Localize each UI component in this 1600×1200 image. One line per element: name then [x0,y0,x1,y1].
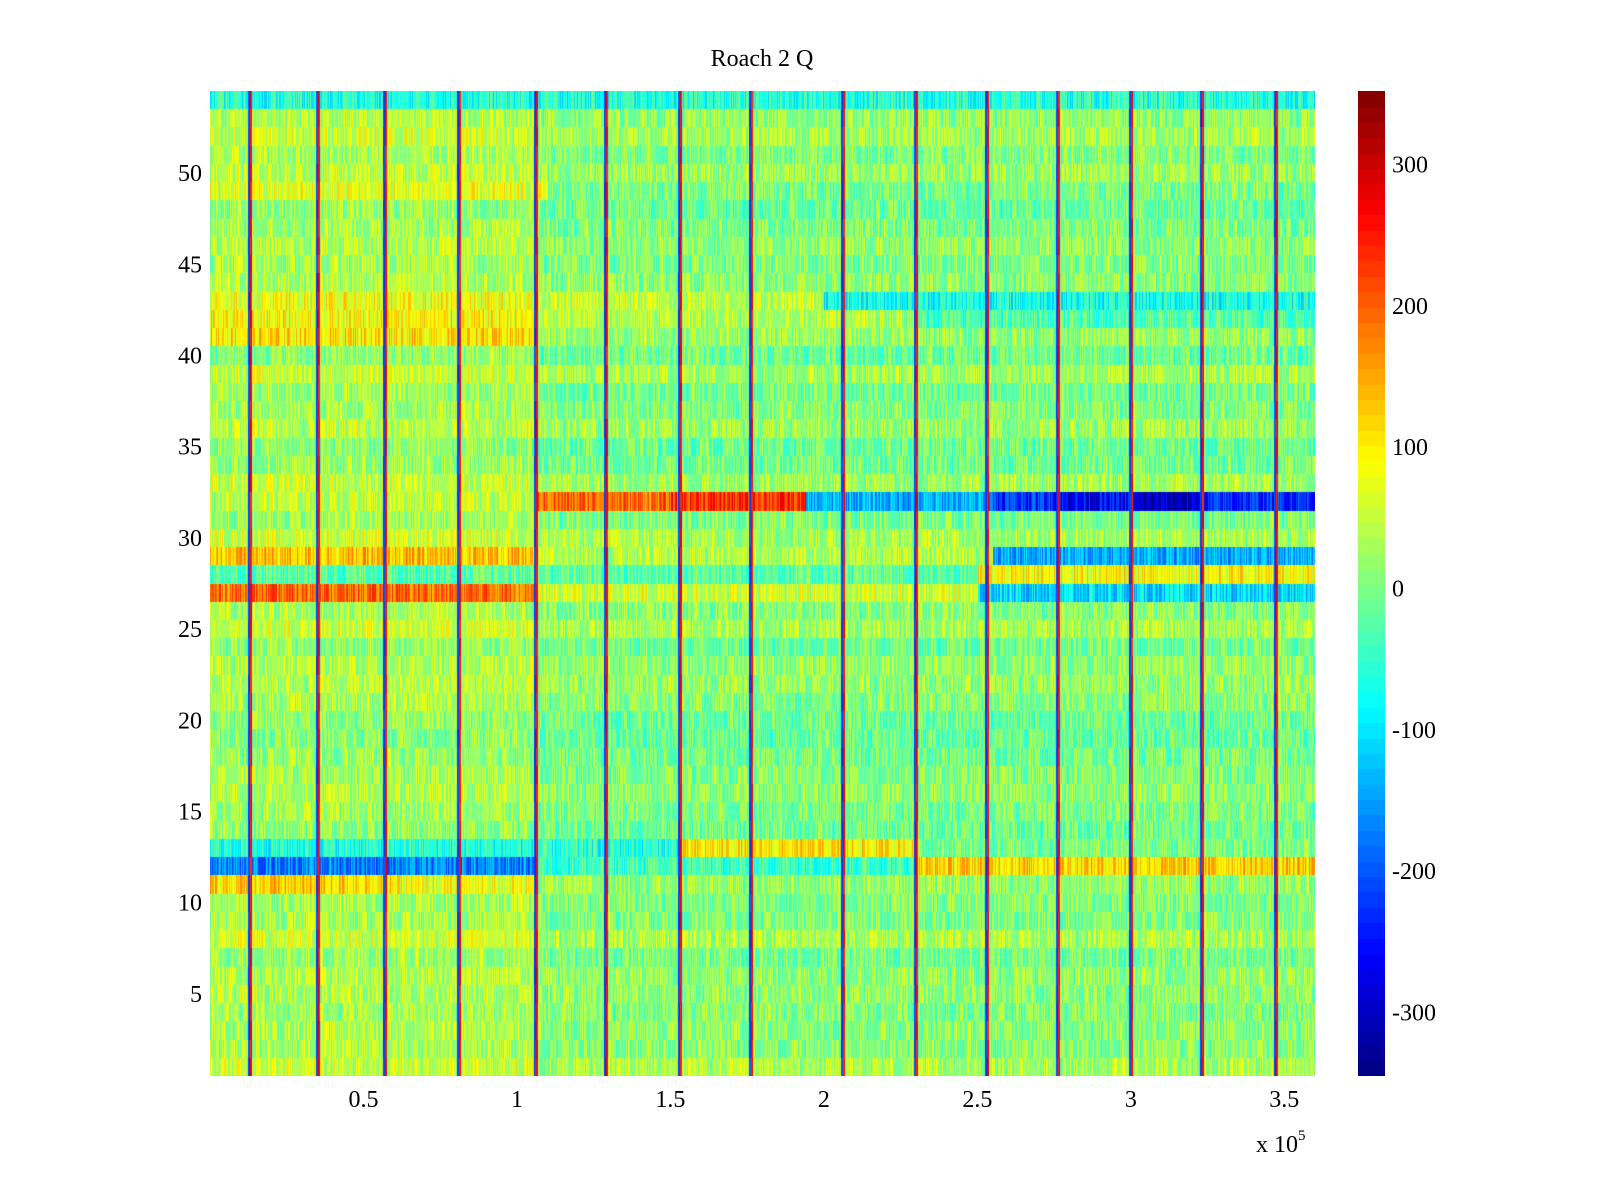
colorbar-tick-label: 200 [1392,294,1428,320]
x-axis-multiplier-exponent: 5 [1298,1128,1306,1144]
x-tick-label: 3.5 [1269,1087,1299,1113]
x-axis-multiplier-base: x 10 [1256,1132,1298,1158]
y-tick-label: 5 [190,982,202,1008]
x-tick-label: 1 [511,1087,523,1113]
y-tick-label: 35 [178,435,202,461]
y-axis-ticks: 5 10 15 20 25 30 35 40 45 50 [178,161,1315,1008]
colorbar-tick-label: -100 [1392,718,1436,744]
x-tick-label: 0.5 [348,1087,378,1113]
y-tick-label: 25 [178,617,202,643]
x-tick-label: 3 [1125,1087,1137,1113]
y-tick-label: 30 [178,526,202,552]
y-tick-label: 40 [178,343,202,369]
x-tick-label: 2.5 [962,1087,992,1113]
x-axis-multiplier: x 105 [1256,1128,1306,1158]
y-tick-label: 50 [178,161,202,187]
colorbar-gradient [1358,91,1385,1076]
colorbar-ticks: 300 200 100 0 -100 -200 -300 [1358,152,1436,1026]
heatmap-image [210,91,1315,1076]
chart-title: Roach 2 Q [711,46,814,72]
y-tick-label: 45 [178,252,202,278]
x-tick-label: 1.5 [655,1087,685,1113]
colorbar-tick-label: 100 [1392,435,1428,461]
y-tick-label: 10 [178,891,202,917]
y-tick-label: 15 [178,800,202,826]
colorbar-tick-label: -200 [1392,859,1436,885]
colorbar-tick-label: 0 [1392,576,1404,602]
colorbar-tick-label: 300 [1392,152,1428,178]
y-tick-label: 20 [178,708,202,734]
colorbar-tick-label: -300 [1392,1000,1436,1026]
x-tick-label: 2 [818,1087,830,1113]
